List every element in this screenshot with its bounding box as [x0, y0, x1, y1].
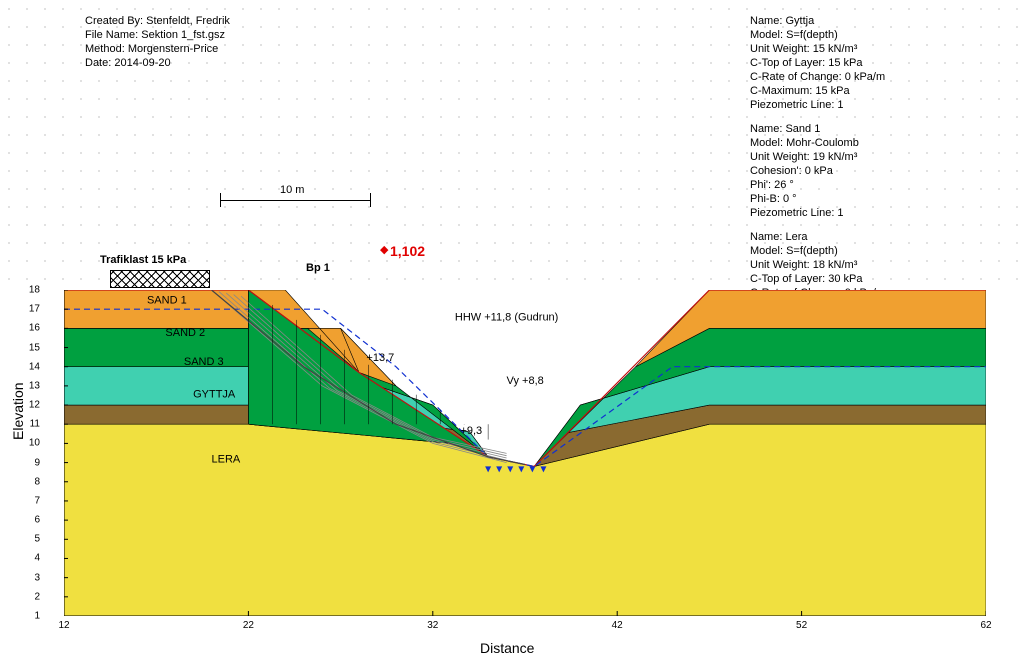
fos-value: 1,102 [390, 243, 425, 259]
svg-text:+13,7: +13,7 [366, 352, 394, 364]
cross-section-chart: SAND 1 SAND 2 SAND 3 GYTTJA LERA +13,7 HHW +11… [64, 290, 986, 616]
date: 2014-09-20 [114, 57, 170, 69]
y-axis-label: Elevation [10, 382, 26, 440]
y-tick: 5 [34, 534, 40, 545]
dim-label: 10 m [280, 184, 304, 196]
material-row: C-Maximum: 15 kPa [750, 84, 1000, 98]
y-tick: 6 [34, 515, 40, 526]
material-row: Phi': 26 ° [750, 178, 1000, 192]
material-row: Piezometric Line: 1 [750, 98, 1000, 112]
svg-text:HHW +11,8 (Gudrun): HHW +11,8 (Gudrun) [455, 312, 558, 324]
method: Morgenstern-Price [128, 43, 218, 55]
x-tick: 52 [796, 620, 807, 631]
material-row: Piezometric Line: 1 [750, 206, 1000, 220]
material-row: C-Top of Layer: 30 kPa [750, 272, 1000, 286]
created-by-label: Created By: [85, 15, 143, 27]
y-tick: 1 [34, 611, 40, 622]
material-group: Name: GyttjaModel: S=f(depth)Unit Weight… [750, 14, 1000, 112]
svg-text:SAND 3: SAND 3 [184, 356, 224, 368]
y-tick: 13 [29, 380, 40, 391]
material-row: C-Rate of Change: 0 kPa/m [750, 70, 1000, 84]
svg-text:LERA: LERA [212, 454, 241, 466]
y-tick: 3 [34, 572, 40, 583]
file-label: File Name: [85, 29, 138, 41]
x-tick: 12 [58, 620, 69, 631]
y-tick: 7 [34, 495, 40, 506]
dim-line [220, 200, 370, 201]
file-name: Sektion 1_fst.gsz [141, 29, 225, 41]
svg-text:SAND 1: SAND 1 [147, 294, 187, 306]
y-tick: 11 [30, 419, 40, 430]
y-tick: 9 [34, 457, 40, 468]
svg-text:+9,3: +9,3 [460, 425, 482, 437]
dim-tick-right [370, 193, 371, 207]
material-row: Model: Mohr-Coulomb [750, 136, 1000, 150]
y-tick: 18 [29, 285, 40, 296]
meta-block: Created By: Stenfeldt, Fredrik File Name… [85, 14, 230, 70]
x-axis-label: Distance [480, 640, 534, 656]
x-tick: 32 [427, 620, 438, 631]
y-tick: 14 [29, 361, 40, 372]
x-tick: 22 [243, 620, 254, 631]
method-label: Method: [85, 43, 125, 55]
material-row: Model: S=f(depth) [750, 28, 1000, 42]
material-row: Model: S=f(depth) [750, 244, 1000, 258]
created-by: Stenfeldt, Fredrik [146, 15, 230, 27]
trafiklast-label: Trafiklast 15 kPa [100, 254, 186, 266]
material-row: Name: Sand 1 [750, 122, 1000, 136]
x-tick: 62 [980, 620, 991, 631]
material-row: Unit Weight: 19 kN/m³ [750, 150, 1000, 164]
material-group: Name: Sand 1Model: Mohr-CoulombUnit Weig… [750, 122, 1000, 220]
y-tick: 4 [34, 553, 40, 564]
svg-text:SAND 2: SAND 2 [165, 327, 205, 339]
y-tick: 17 [29, 304, 40, 315]
svg-text:Vy +8,8: Vy +8,8 [507, 375, 544, 387]
material-row: Name: Gyttja [750, 14, 1000, 28]
y-tick: 8 [34, 476, 40, 487]
material-row: Unit Weight: 18 kN/m³ [750, 258, 1000, 272]
x-tick: 42 [612, 620, 623, 631]
fos-marker-icon: ◆ [380, 243, 388, 256]
y-tick: 2 [34, 591, 40, 602]
bp-label: Bp 1 [306, 262, 330, 274]
y-tick: 15 [29, 342, 40, 353]
material-row: Name: Lera [750, 230, 1000, 244]
material-row: Phi-B: 0 ° [750, 192, 1000, 206]
material-row: Cohesion': 0 kPa [750, 164, 1000, 178]
material-row: Unit Weight: 15 kN/m³ [750, 42, 1000, 56]
date-label: Date: [85, 57, 111, 69]
trafiklast-hatch-icon [110, 270, 210, 288]
y-tick: 10 [29, 438, 40, 449]
dim-tick-left [220, 193, 221, 207]
y-tick: 16 [29, 323, 40, 334]
y-tick: 12 [29, 400, 40, 411]
material-row: C-Top of Layer: 15 kPa [750, 56, 1000, 70]
svg-text:GYTTJA: GYTTJA [193, 388, 236, 400]
